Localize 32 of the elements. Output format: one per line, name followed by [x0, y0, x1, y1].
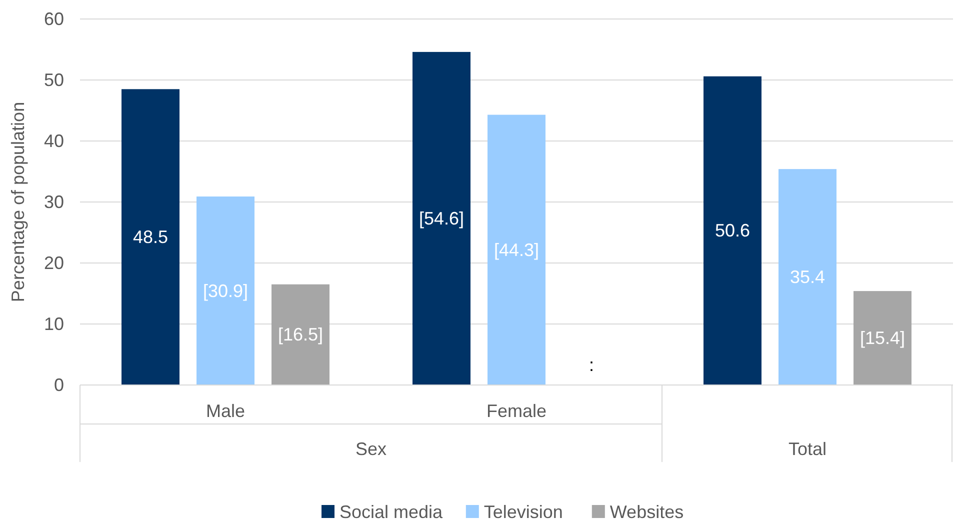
data-label: 50.6 — [714, 220, 750, 241]
legend-label: Social media — [340, 502, 444, 522]
bar — [778, 169, 836, 385]
y-tick-label: 10 — [44, 314, 64, 334]
y-tick-label: 40 — [44, 131, 64, 151]
y-tick-label: 60 — [44, 9, 64, 29]
bar — [488, 114, 546, 385]
legend-label: Websites — [610, 502, 684, 522]
y-tick-label: 30 — [44, 192, 64, 212]
y-tick-label: 0 — [54, 375, 64, 395]
x-tick-label: Female — [486, 401, 547, 421]
bar — [412, 52, 470, 385]
bar — [704, 76, 762, 385]
bar — [854, 291, 912, 385]
data-label: [16.5] — [278, 324, 324, 345]
text: Total — [788, 439, 827, 459]
bar — [196, 196, 254, 385]
bar — [122, 89, 180, 385]
data-label: [15.4] — [860, 328, 906, 348]
data-label: 35.4 — [790, 267, 826, 288]
data-label: 48.5 — [132, 227, 168, 248]
data-label: [30.9] — [202, 280, 248, 301]
x-tick-label: Male — [206, 401, 246, 421]
legend-label: Television — [484, 502, 563, 522]
text: : — [588, 355, 594, 375]
text: Sex — [355, 439, 387, 459]
y-axis-title: Percentage of population — [8, 102, 28, 302]
y-tick-label: 50 — [44, 70, 64, 90]
bar — [272, 284, 330, 385]
data-label: [44.3] — [494, 240, 540, 260]
y-tick-label: 20 — [44, 253, 64, 273]
data-label: [54.6] — [418, 208, 464, 228]
